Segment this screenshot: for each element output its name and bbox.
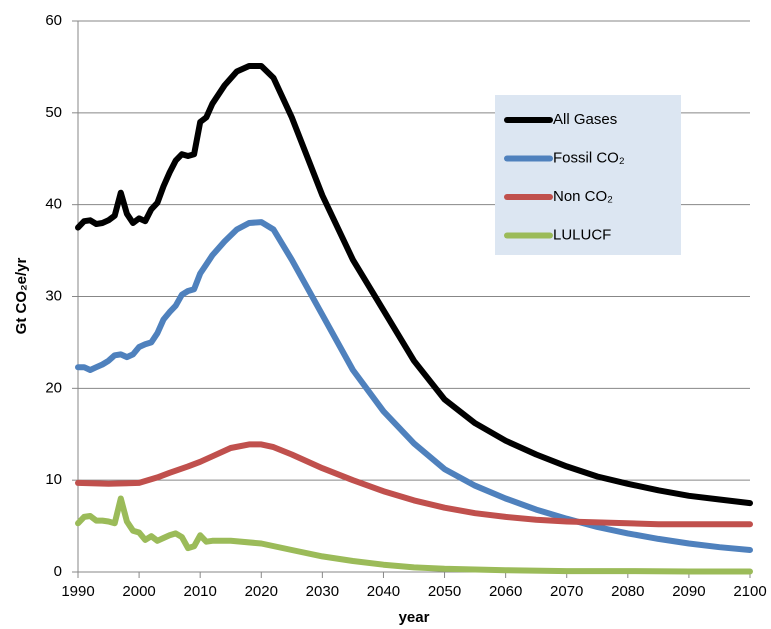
legend-label: LULUCF (553, 226, 611, 243)
x-tick-label: 2010 (183, 583, 216, 600)
x-tick-label: 1990 (61, 583, 94, 600)
x-tick-label: 2100 (733, 583, 766, 600)
y-tick-label: 60 (45, 12, 62, 29)
legend-label: Non CO₂ (553, 188, 613, 205)
series-line (75, 495, 753, 575)
y-tick-label: 40 (45, 196, 62, 213)
series-line (75, 219, 753, 553)
x-tick-label: 2000 (122, 583, 155, 600)
x-axis-label: year (399, 609, 430, 626)
series-line (75, 63, 753, 507)
x-tick-label: 2090 (672, 583, 705, 600)
x-tick-label: 2080 (611, 583, 644, 600)
series-line (75, 441, 753, 528)
y-tick-label: 30 (45, 287, 62, 304)
legend-label: All Gases (553, 111, 617, 128)
y-tick-label: 20 (45, 379, 62, 396)
y-tick-label: 0 (54, 563, 62, 580)
y-tick-label: 10 (45, 471, 62, 488)
y-axis-label: Gt CO₂e/yr (13, 257, 30, 334)
x-tick-label: 2030 (306, 583, 339, 600)
x-tick-label: 2050 (428, 583, 461, 600)
x-tick-label: 2070 (550, 583, 583, 600)
x-tick-label: 2040 (367, 583, 400, 600)
x-tick-label: 2020 (245, 583, 278, 600)
y-tick-label: 50 (45, 104, 62, 121)
legend-label: Fossil CO₂ (553, 149, 625, 166)
x-tick-label: 2060 (489, 583, 522, 600)
